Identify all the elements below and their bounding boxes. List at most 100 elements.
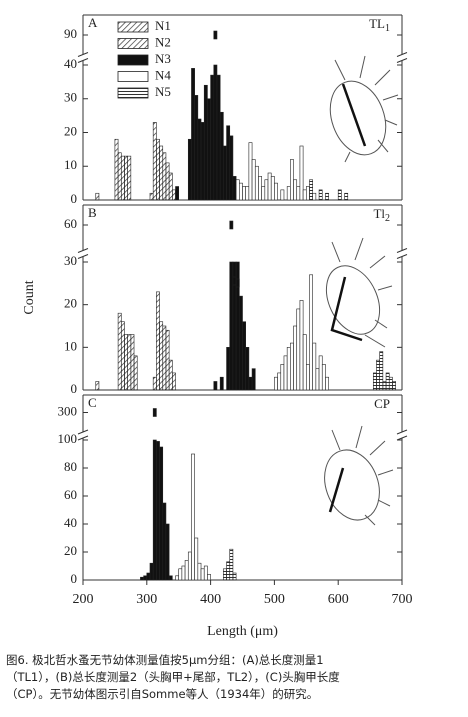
bar xyxy=(226,561,231,581)
bar xyxy=(274,376,278,391)
bar xyxy=(286,186,291,201)
bar xyxy=(165,523,170,581)
bar xyxy=(376,359,380,391)
bar xyxy=(337,189,342,201)
bar xyxy=(114,138,119,201)
bar xyxy=(117,152,122,201)
bar xyxy=(152,122,157,201)
bar xyxy=(194,537,199,581)
bar xyxy=(239,182,243,201)
bar xyxy=(321,364,326,391)
bar xyxy=(318,355,323,391)
bar xyxy=(382,381,387,391)
legend-label: N2 xyxy=(155,34,171,49)
bar xyxy=(229,261,234,391)
bar xyxy=(274,182,278,201)
y-tick-label: 60 xyxy=(64,216,77,231)
bar xyxy=(248,142,253,201)
bar xyxy=(372,372,377,391)
y-tick-label: 0 xyxy=(71,191,78,206)
panel-label-main: TL xyxy=(369,16,385,31)
y-tick-label: 20 xyxy=(64,123,77,138)
bar xyxy=(309,179,313,201)
bar xyxy=(149,192,154,201)
panel-label: TL1 xyxy=(369,16,390,34)
bar xyxy=(388,376,393,391)
bar xyxy=(226,125,231,201)
bar xyxy=(203,84,208,201)
bar xyxy=(293,179,298,201)
bar xyxy=(270,176,275,201)
axis-break xyxy=(396,52,408,57)
axis-break xyxy=(77,435,89,441)
bar xyxy=(267,172,272,201)
bar xyxy=(213,64,218,201)
bar xyxy=(254,165,259,201)
bar xyxy=(168,359,173,391)
bar xyxy=(156,138,160,201)
bar xyxy=(216,74,221,201)
bar xyxy=(203,565,208,581)
legend-swatch xyxy=(117,71,149,82)
bar xyxy=(258,176,262,201)
bar xyxy=(245,186,250,201)
panel-letter: B xyxy=(88,205,97,220)
bar xyxy=(127,155,132,201)
bar xyxy=(296,308,301,391)
bar xyxy=(280,189,285,201)
bar xyxy=(95,381,100,391)
caption: 图6. 极北哲水蚤无节幼体测量值按5μm分组：(A)总长度测量1 （TL1），(B… xyxy=(6,652,462,703)
bar xyxy=(251,159,256,201)
panel-label: Tl2 xyxy=(373,206,390,224)
y-tick-label: 10 xyxy=(64,157,77,172)
bar xyxy=(235,179,240,201)
x-tick-label: 600 xyxy=(328,592,349,607)
panel-letter: A xyxy=(88,15,98,30)
bar xyxy=(325,192,329,201)
caption-line: （CP）。无节幼体图示引自Somme等人（1934年）的研究。 xyxy=(6,687,319,701)
bar-above-break xyxy=(232,276,237,286)
bar xyxy=(290,342,294,391)
bar xyxy=(207,574,211,581)
axis-break xyxy=(77,254,89,259)
axis-break xyxy=(77,248,89,253)
bar xyxy=(187,138,192,201)
bar xyxy=(213,381,218,391)
bar xyxy=(162,325,167,391)
axis-break xyxy=(396,435,408,441)
bar xyxy=(309,274,313,391)
bar xyxy=(207,98,211,201)
bar xyxy=(242,186,246,201)
bar xyxy=(251,368,256,391)
bar xyxy=(168,172,173,201)
bar xyxy=(124,334,128,391)
bar xyxy=(385,372,390,391)
bar-above-break xyxy=(152,408,157,417)
axis-break xyxy=(396,248,408,253)
bar xyxy=(299,300,304,391)
axis-break xyxy=(77,58,89,63)
panel-label: CP xyxy=(374,396,390,411)
bar xyxy=(120,321,125,391)
bar xyxy=(191,453,195,581)
bar xyxy=(305,364,310,391)
bar xyxy=(242,321,246,391)
bar-above-break xyxy=(213,30,218,40)
bar xyxy=(159,321,164,391)
axis-break xyxy=(396,58,408,63)
bar xyxy=(200,568,205,581)
bar xyxy=(312,192,317,201)
bar xyxy=(229,548,234,581)
y-tick-label: 0 xyxy=(71,571,78,586)
bar xyxy=(264,179,269,201)
bar xyxy=(226,347,231,391)
bar xyxy=(232,572,237,581)
bar xyxy=(219,376,224,391)
bar xyxy=(245,347,250,391)
y-tick-label: 60 xyxy=(64,487,77,502)
y-tick-label: 100 xyxy=(58,431,78,446)
bar xyxy=(305,186,310,201)
y-tick-label: 80 xyxy=(64,459,77,474)
bar xyxy=(290,159,294,201)
bar xyxy=(210,74,215,201)
